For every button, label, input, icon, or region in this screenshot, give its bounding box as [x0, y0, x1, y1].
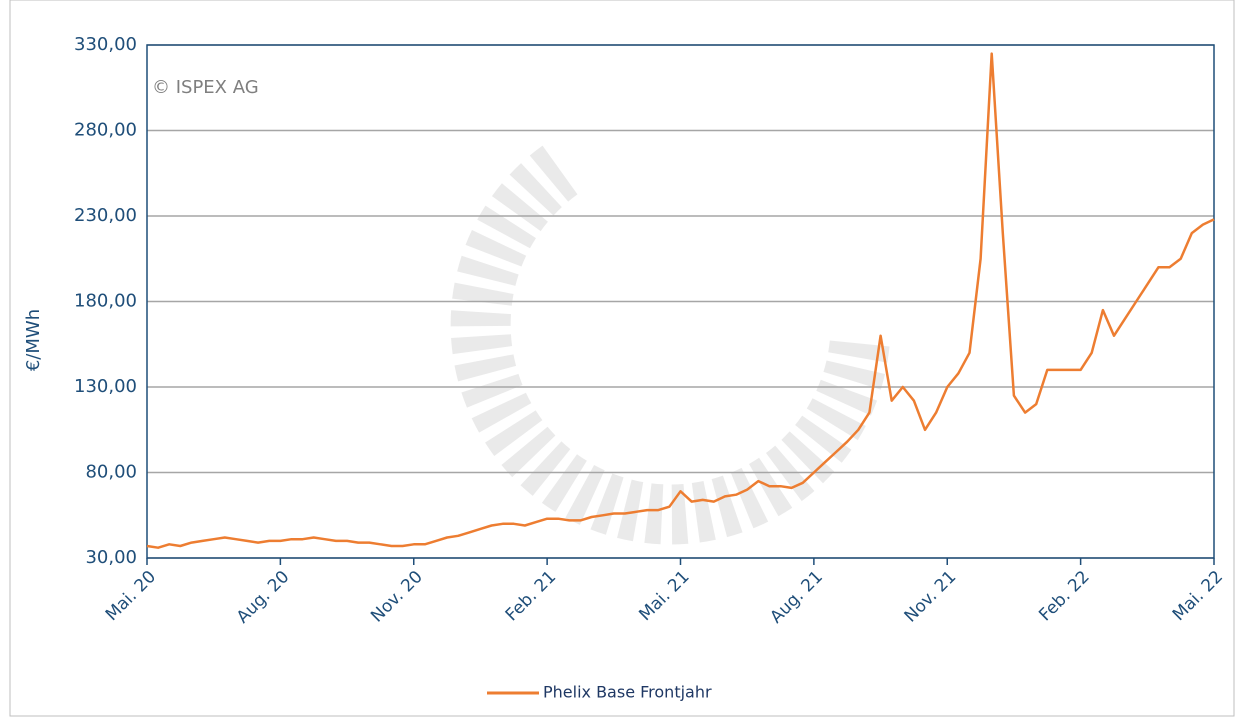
y-tick-label: 230,00: [74, 205, 137, 226]
x-tick-label: Aug. 21: [766, 567, 827, 628]
data-line: [146, 52, 1215, 549]
annotation: © ISPEX AG: [152, 77, 259, 98]
frame: [9, 0, 1235, 717]
y-tick-label: 180,00: [74, 291, 137, 312]
y-tick-label: 130,00: [74, 376, 137, 397]
x-tick-label: Mai. 22: [1169, 567, 1227, 625]
legend-label: Phelix Base Frontjahr: [543, 683, 712, 702]
y-tick-label: 30,00: [85, 547, 137, 568]
y-axis-label: €/MWh: [23, 309, 44, 371]
x-tick-label: Nov. 21: [901, 567, 961, 627]
x-tick-label: Nov. 20: [367, 567, 427, 627]
x-tick-label: Mai. 21: [635, 567, 693, 625]
x-tick-label: Feb. 22: [1035, 567, 1093, 625]
watermark: [450, 145, 890, 545]
x-tick-label: Aug. 20: [233, 567, 294, 628]
y-tick-label: 330,00: [74, 34, 137, 55]
y-tick-label: 280,00: [74, 120, 137, 141]
x-tick-label: Feb. 21: [502, 567, 560, 625]
x-tick-label: Mai. 20: [102, 567, 160, 625]
y-tick-label: 80,00: [85, 462, 137, 483]
